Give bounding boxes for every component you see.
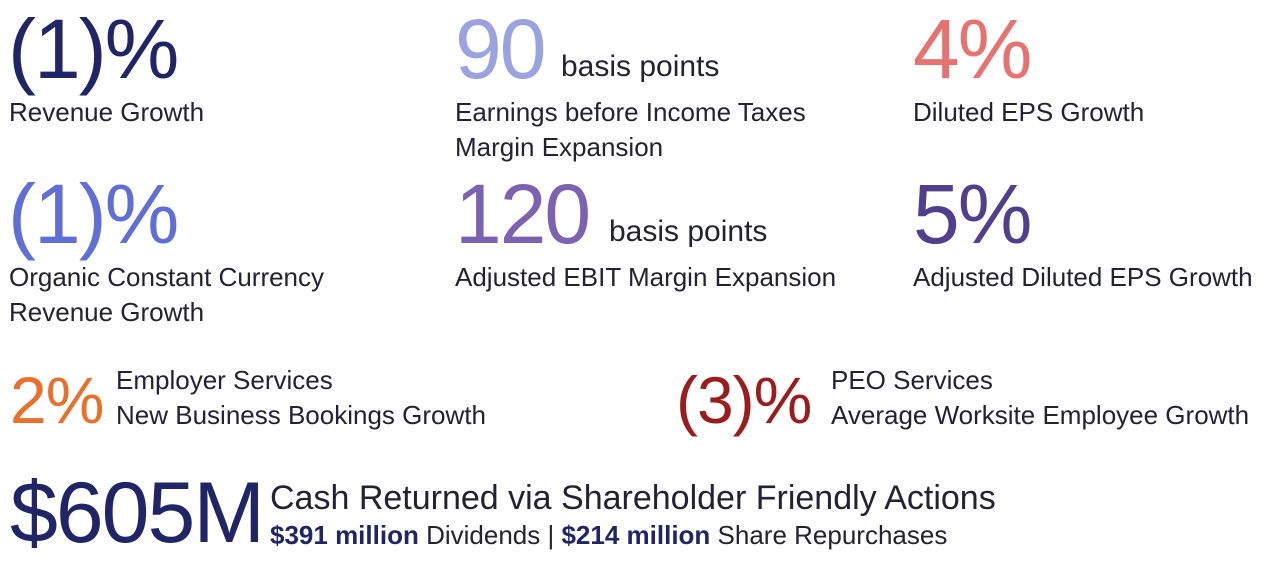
detail-amount: $391 million <box>270 520 419 550</box>
label-line: Average Worksite Employee Growth <box>831 400 1250 430</box>
metric-value: 120 <box>455 167 591 261</box>
metric-label: Diluted EPS Growth <box>913 95 1144 130</box>
label-line: Employer Services <box>116 365 333 395</box>
cash-details: $391 million Dividends | $214 million Sh… <box>270 518 947 553</box>
metric-label: Adjusted Diluted EPS Growth <box>913 260 1253 295</box>
cash-value: $605M <box>10 465 265 561</box>
highlight-label: PEO Services Average Worksite Employee Gr… <box>831 363 1249 433</box>
metric-value: (1)% <box>8 167 179 261</box>
label-line: PEO Services <box>831 365 993 395</box>
label-line: Adjusted EBIT Margin Expansion <box>455 262 837 292</box>
label-line: Diluted EPS Growth <box>913 97 1145 127</box>
metric-label: Adjusted EBIT Margin Expansion <box>455 260 836 295</box>
label-line: Revenue Growth <box>9 297 205 327</box>
label-line: Margin Expansion <box>455 132 664 162</box>
detail-text: Dividends | <box>426 520 555 550</box>
metric-unit: basis points <box>561 50 720 83</box>
metric-label: Organic Constant Currency Revenue Growth <box>9 260 324 330</box>
detail-amount: $214 million <box>561 520 711 550</box>
cash-title: Cash Returned via Shareholder Friendly A… <box>270 479 996 517</box>
metric-value: 4% <box>913 2 1032 96</box>
metric-unit: basis points <box>609 215 768 248</box>
label-line: Revenue Growth <box>9 97 205 127</box>
label-line: Earnings before Income Taxes <box>455 97 806 127</box>
label-line: Adjusted Diluted EPS Growth <box>913 262 1253 292</box>
highlight-value: (3)% <box>676 363 812 437</box>
metric-value: 5% <box>913 167 1032 261</box>
metric-value: 90 <box>455 2 546 96</box>
highlight-label: Employer Services New Business Bookings G… <box>116 363 486 433</box>
highlight-value: 2% <box>10 363 104 437</box>
detail-text: Share Repurchases <box>717 520 948 550</box>
metric-label: Revenue Growth <box>9 95 204 130</box>
metric-label: Earnings before Income Taxes Margin Expan… <box>455 95 806 165</box>
metric-value: (1)% <box>8 2 179 96</box>
label-line: New Business Bookings Growth <box>116 400 486 430</box>
label-line: Organic Constant Currency <box>9 262 325 292</box>
